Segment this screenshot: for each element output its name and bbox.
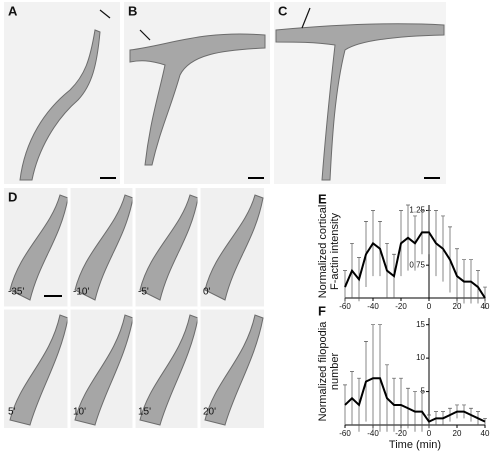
time-label: -5': [138, 287, 149, 298]
y-axis-label: F-actin intensity: [329, 212, 341, 290]
x-tick-label: -40: [367, 302, 379, 311]
time-label: 10': [73, 407, 86, 418]
time-label: 0': [203, 287, 211, 298]
timelapse: [4, 188, 264, 428]
cell: [204, 314, 264, 426]
y-axis-label: number: [329, 353, 341, 391]
time-label: -35': [8, 287, 24, 298]
x-tick-label: 20: [453, 429, 462, 438]
x-tick-label: 0: [427, 429, 432, 438]
cell: [19, 29, 101, 181]
cell: [129, 33, 266, 166]
line: [344, 231, 486, 299]
arrow: [99, 9, 111, 19]
x-tick-label: 0: [427, 302, 432, 311]
y-tick-label: 1.25: [409, 206, 425, 215]
panel-label: F: [318, 303, 326, 318]
time-label: -10': [73, 287, 89, 298]
arrow: [139, 29, 151, 41]
x-tick-label: 40: [481, 429, 490, 438]
line: [344, 377, 486, 423]
y-tick-label: 10: [416, 353, 425, 362]
panel-label: E: [318, 191, 327, 206]
y-tick-label: 5: [421, 387, 426, 396]
y-axis-label: Normalized cortical: [317, 205, 329, 299]
panel-label: A: [8, 3, 18, 18]
time-label: 15': [138, 407, 151, 418]
cell: [275, 23, 445, 181]
x-tick-label: -60: [339, 429, 351, 438]
error-bar: [343, 270, 347, 304]
x-axis-label: Time (min): [389, 439, 441, 451]
panel-label: C: [278, 3, 288, 18]
cell: [74, 314, 134, 426]
time-label: 20': [203, 407, 216, 418]
x-tick-label: -20: [395, 302, 407, 311]
panel-label: D: [8, 189, 17, 204]
y-tick-label: 0.75: [409, 260, 425, 269]
x-tick-label: 20: [453, 302, 462, 311]
image-a: [4, 2, 120, 184]
x-tick-label: -40: [367, 429, 379, 438]
y-axis-label: Normalized filopodia: [317, 321, 329, 422]
cell: [204, 194, 264, 301]
error-bar: [483, 417, 487, 425]
arrow: [301, 7, 311, 29]
cell: [139, 314, 199, 426]
panel-label: B: [128, 3, 137, 18]
cell: [9, 314, 69, 426]
x-tick-label: -20: [395, 429, 407, 438]
micrographs: [4, 2, 446, 428]
time-label: 5': [8, 407, 16, 418]
y-tick-label: 15: [416, 320, 425, 329]
x-tick-label: -60: [339, 302, 351, 311]
